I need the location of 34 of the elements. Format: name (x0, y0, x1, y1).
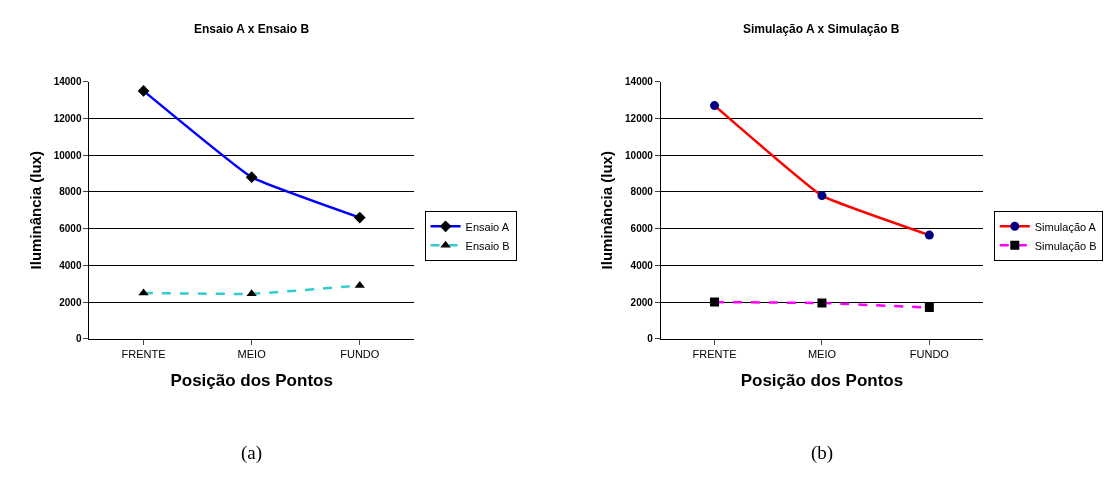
y-tick-label: 0 (647, 333, 654, 345)
chart-title: Simulação A x Simulação B (743, 22, 900, 36)
y-tick-label: 0 (75, 333, 82, 345)
y-tick-label: 12000 (625, 112, 654, 124)
y-tick-label: 2000 (59, 296, 82, 308)
legend-label: Simulação B (1034, 239, 1097, 252)
x-tick-label: FUNDO (340, 348, 380, 361)
chart-title: Ensaio A x Ensaio B (194, 22, 310, 36)
y-tick-label: 10000 (625, 149, 654, 161)
x-tick-label: MEIO (237, 348, 267, 361)
y-tick-label: 4000 (59, 259, 82, 271)
x-tick-label: FRENTE (121, 348, 166, 361)
y-axis-title: Iluminância (lux) (26, 151, 44, 270)
y-tick-label: 8000 (59, 186, 82, 198)
legend-label: Ensaio A (465, 220, 510, 233)
y-tick-label: 4000 (630, 259, 654, 271)
y-tick-label: 12000 (53, 112, 82, 124)
x-tick-label: FRENTE (692, 348, 737, 361)
y-tick-label: 6000 (59, 223, 82, 235)
y-tick-label: 14000 (53, 76, 82, 88)
y-tick-label: 2000 (630, 296, 654, 308)
text: (a) (241, 442, 263, 464)
y-tick-label: 8000 (630, 186, 654, 198)
y-tick-label: 14000 (625, 76, 654, 88)
y-axis-title: Iluminância (lux) (598, 151, 616, 270)
x-tick-label: FUNDO (909, 348, 950, 361)
x-axis-title: Posição dos Pontos (170, 371, 333, 391)
legend-label: Ensaio B (465, 239, 510, 252)
text: (b) (811, 442, 834, 464)
y-tick-label: 10000 (53, 149, 82, 161)
x-tick-label: MEIO (807, 348, 837, 361)
legend-label: Simulação A (1034, 220, 1097, 233)
x-axis-title: Posição dos Pontos (740, 371, 904, 391)
y-tick-label: 6000 (630, 223, 654, 235)
